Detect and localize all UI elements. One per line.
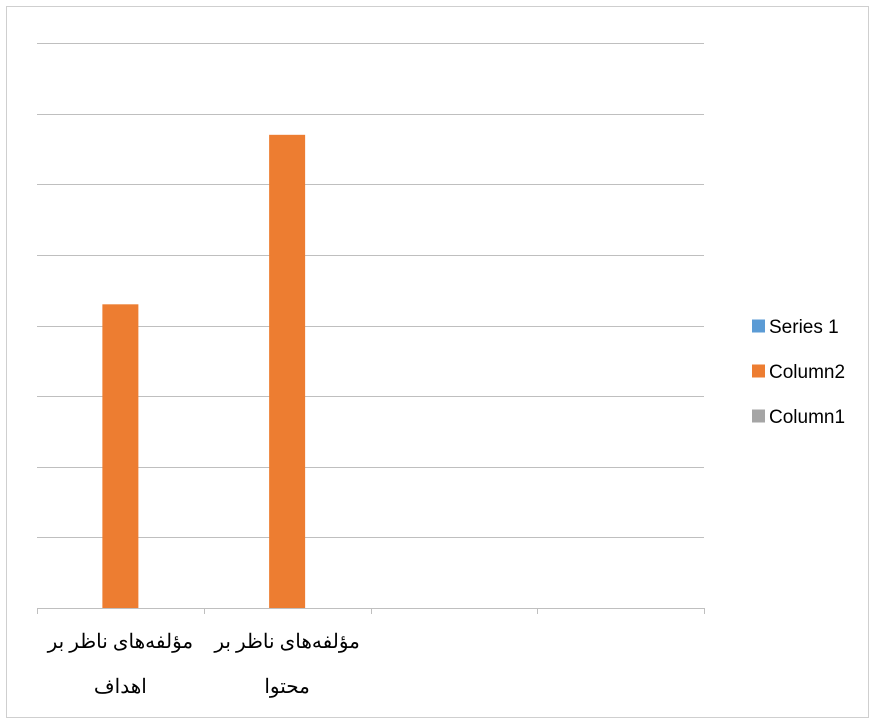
legend-swatch bbox=[752, 319, 765, 333]
legend-swatch bbox=[752, 364, 765, 378]
x-axis bbox=[37, 608, 705, 614]
bar-column2 bbox=[102, 304, 139, 608]
chart-frame bbox=[6, 6, 869, 718]
gridlines bbox=[37, 43, 704, 538]
category-label: اهداف bbox=[94, 676, 147, 698]
category-label: مؤلفه‌های ناظر بر bbox=[213, 631, 360, 653]
bar-column2 bbox=[269, 134, 306, 608]
legend-label: Series 1 bbox=[769, 317, 839, 338]
bars bbox=[102, 134, 306, 608]
category-labels: مؤلفه‌های ناظر بر اهداف مؤلفه‌های ناظر بر م… bbox=[47, 631, 360, 698]
legend-label: Column1 bbox=[769, 407, 845, 428]
category-label: محتوا bbox=[264, 676, 310, 698]
legend-swatch bbox=[752, 409, 765, 423]
category-label: مؤلفه‌های ناظر بر bbox=[47, 631, 194, 653]
legend-label: Column2 bbox=[769, 362, 845, 383]
legend: Series 1 Column2 Column1 bbox=[752, 317, 845, 428]
